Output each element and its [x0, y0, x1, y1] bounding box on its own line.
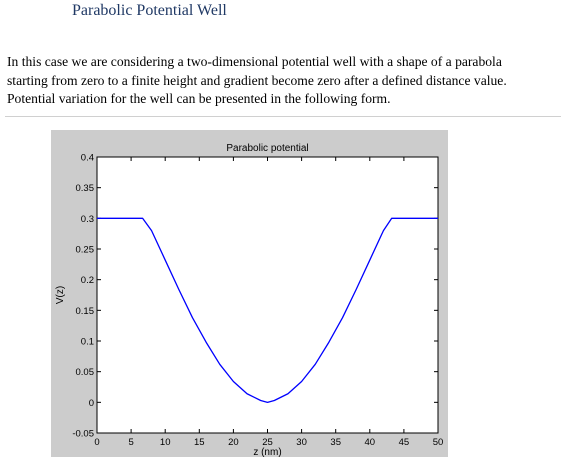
plot-area: [96, 156, 439, 434]
y-tick-label: 0.2: [81, 275, 94, 286]
y-tick-label: 0: [89, 398, 94, 409]
x-tick-label: 35: [330, 437, 341, 448]
x-tick-label: 40: [365, 437, 376, 448]
y-tick-label: 0.4: [81, 153, 94, 164]
paragraph-line: starting from zero to a finite height an…: [7, 72, 507, 88]
x-tick-label: 30: [296, 437, 307, 448]
x-tick-label: 20: [228, 437, 239, 448]
body-paragraph: In this case we are considering a two-di…: [7, 53, 563, 109]
x-tick-label: 50: [433, 437, 444, 448]
chart-figure: 0 5 10 15 20 25 30 35 40 45 50 -0.05 0 0.05 0.1 0.15 0.2…: [51, 130, 448, 457]
page-heading: Parabolic Potential Well: [72, 2, 227, 19]
y-tick-label: 0.15: [76, 306, 95, 317]
x-tick-label: 10: [160, 437, 171, 448]
paragraph-divider: [5, 116, 561, 117]
paragraph-line: Potential variation for the well can be …: [7, 91, 391, 106]
x-tick-label: 25: [262, 437, 273, 448]
paragraph-line: In this case we are considering a two-di…: [7, 54, 502, 69]
series-line: [97, 217, 438, 403]
x-tick-label: 0: [94, 437, 99, 448]
y-tick-label: 0.25: [76, 245, 95, 256]
x-axis-label: z (nm): [253, 447, 281, 457]
x-tick-label: 5: [128, 437, 133, 448]
y-tick-label: 0.05: [76, 367, 95, 378]
y-tick-label: 0.1: [81, 337, 94, 348]
y-tick-label: 0.3: [81, 214, 94, 225]
x-tick-label: 45: [399, 437, 410, 448]
chart-svg: 0 5 10 15 20 25 30 35 40 45 50-0.0500.050.10.150.2…: [55, 143, 444, 457]
y-axis-label: V(z): [55, 286, 66, 304]
x-tick-label: 15: [194, 437, 205, 448]
y-tick-label: 0.35: [76, 183, 95, 194]
y-tick-label: -0.05: [72, 429, 94, 440]
chart-title: Parabolic potential: [226, 143, 308, 154]
